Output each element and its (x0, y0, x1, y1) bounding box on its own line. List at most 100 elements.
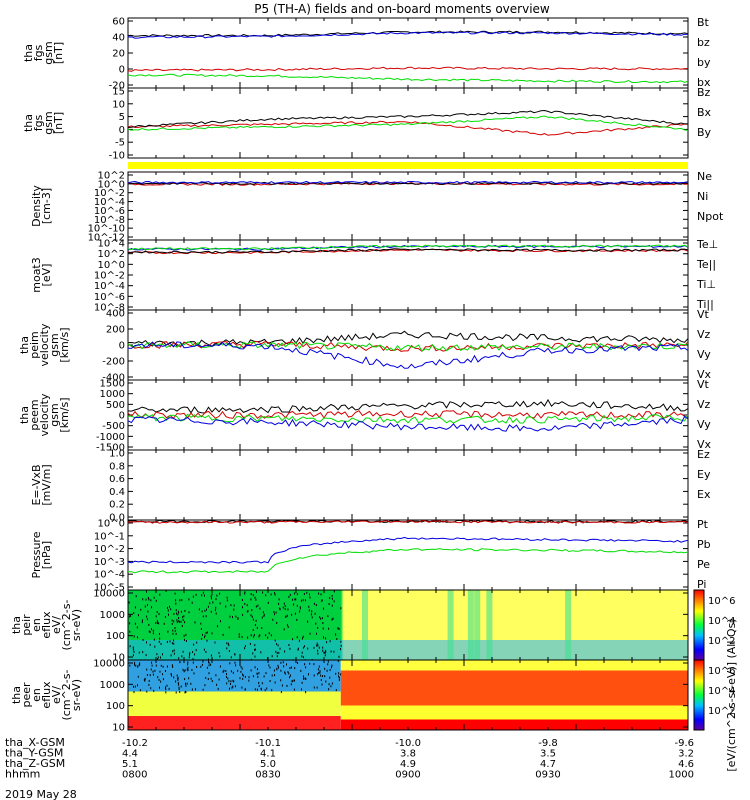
heatmap-noise-dot (142, 638, 144, 641)
heatmap-noise-dot (176, 619, 178, 622)
heatmap-noise-dot (246, 604, 248, 607)
heatmap-noise-dot (227, 642, 229, 645)
heatmap-noise-dot (177, 677, 179, 680)
heatmap-noise-dot (297, 648, 299, 651)
tha-peer-en-eflux-ylabel: (cm^2-s- (60, 670, 73, 721)
heatmap-noise-dot (284, 672, 286, 675)
heatmap-noise-dot (252, 675, 254, 678)
heatmap-noise-dot (225, 605, 227, 608)
heatmap-stripe (447, 590, 454, 660)
heatmap-noise-dot (182, 619, 184, 621)
heatmap-noise-dot (145, 654, 147, 657)
heatmap-noise-dot (154, 669, 156, 672)
heatmap-noise-dot (302, 656, 304, 659)
heatmap-noise-dot (323, 651, 325, 654)
heatmap-noise-dot (302, 637, 303, 640)
heatmap-noise-dot (259, 634, 261, 637)
y-tick-label: 400 (106, 309, 125, 320)
heatmap-noise-dot (193, 643, 195, 646)
heatmap-noise-dot (177, 613, 179, 616)
heatmap-noise-dot (140, 608, 142, 611)
heatmap-noise-dot (204, 636, 205, 639)
density-ylabel: [cm-3] (40, 188, 53, 224)
heatmap-noise-dot (208, 660, 209, 663)
heatmap-noise-dot (261, 627, 263, 630)
heatmap-noise-dot (308, 605, 310, 608)
moat3-ylabel: [eV] (40, 264, 53, 287)
heatmap-noise-dot (192, 661, 194, 664)
heatmap-noise-dot (179, 599, 181, 602)
tha-peer-en-eflux-ylabel: en (30, 688, 43, 702)
heatmap-noise-dot (178, 621, 180, 623)
heatmap-noise-dot (184, 678, 186, 681)
heatmap-noise-dot (267, 636, 269, 639)
heatmap-noise-dot (252, 594, 254, 597)
heatmap-noise-dot (211, 680, 213, 683)
heatmap-noise-dot (278, 666, 279, 669)
heatmap-noise-dot (279, 607, 281, 610)
heatmap-noise-dot (196, 666, 198, 668)
heatmap-noise-dot (147, 610, 149, 613)
heatmap-noise-dot (196, 641, 198, 644)
heatmap-noise-dot (258, 681, 260, 684)
heatmap-noise-dot (215, 606, 217, 609)
tha-fgs-gsm-dsl-series-by (127, 115, 689, 131)
heatmap-noise-dot (168, 613, 169, 616)
heatmap-noise-dot (137, 675, 139, 678)
heatmap-noise-dot (217, 625, 218, 628)
heatmap-noise-dot (181, 625, 183, 627)
heatmap-noise-dot (338, 655, 340, 658)
heatmap-noise-dot (283, 665, 285, 668)
heatmap-noise-dot (226, 673, 227, 676)
heatmap-noise-dot (205, 615, 207, 618)
tha-fgs-gsm-ylabel: [nT] (52, 42, 65, 64)
heatmap-noise-dot (162, 673, 163, 676)
heatmap-noise-dot (194, 653, 196, 656)
heatmap-noise-dot (139, 689, 141, 692)
heatmap-noise-dot (279, 647, 281, 650)
tha-peir-en-eflux-ylabel: eV/ (50, 616, 63, 634)
tha-peer-en-eflux-ylabel: sr-eV) (70, 679, 83, 711)
heatmap-noise-dot (233, 680, 235, 683)
heatmap-noise-dot (146, 690, 148, 693)
heatmap-noise-dot (274, 592, 276, 595)
heatmap-noise-dot (292, 638, 294, 641)
heatmap-noise-dot (269, 680, 271, 682)
tha-peem-velocity-gsm-series-vt (127, 398, 689, 414)
heatmap-noise-dot (137, 665, 139, 668)
heatmap-noise-dot (178, 617, 180, 619)
heatmap-electrons-lower (340, 705, 688, 720)
heatmap-noise-dot (244, 645, 246, 648)
heatmap-noise-dot (340, 640, 342, 643)
heatmap-noise-dot (151, 661, 153, 664)
heatmap-noise-dot (319, 671, 321, 674)
heatmap-noise-dot (193, 672, 195, 675)
heatmap-noise-dot (146, 618, 148, 621)
e-vxb-legend-ey: Ey (697, 468, 711, 481)
heatmap-noise-dot (232, 679, 234, 682)
heatmap-noise-dot (188, 677, 190, 680)
heatmap-noise-dot (219, 592, 221, 595)
heatmap-noise-dot (329, 640, 331, 643)
heatmap-noise-dot (307, 620, 309, 623)
heatmap-noise-dot (324, 667, 326, 670)
y-tick-label: 10000 (93, 589, 125, 600)
heatmap-noise-dot (209, 602, 211, 605)
heatmap-noise-dot (230, 670, 232, 673)
heatmap-noise-dot (289, 667, 291, 670)
heatmap-noise-dot (269, 666, 271, 669)
heatmap-noise-dot (257, 668, 258, 671)
heatmap-noise-dot (176, 612, 177, 615)
heatmap-noise-dot (191, 669, 193, 671)
heatmap-noise-dot (175, 599, 177, 602)
heatmap-noise-dot (333, 590, 335, 593)
heatmap-noise-dot (295, 598, 297, 601)
heatmap-noise-dot (265, 634, 267, 637)
heatmap-noise-dot (185, 633, 187, 636)
heatmap-noise-dot (178, 686, 180, 689)
heatmap-noise-dot (218, 651, 220, 654)
heatmap-noise-dot (323, 636, 324, 639)
heatmap-noise-dot (328, 683, 330, 686)
heatmap-noise-dot (228, 680, 230, 683)
heatmap-noise-dot (255, 598, 257, 601)
